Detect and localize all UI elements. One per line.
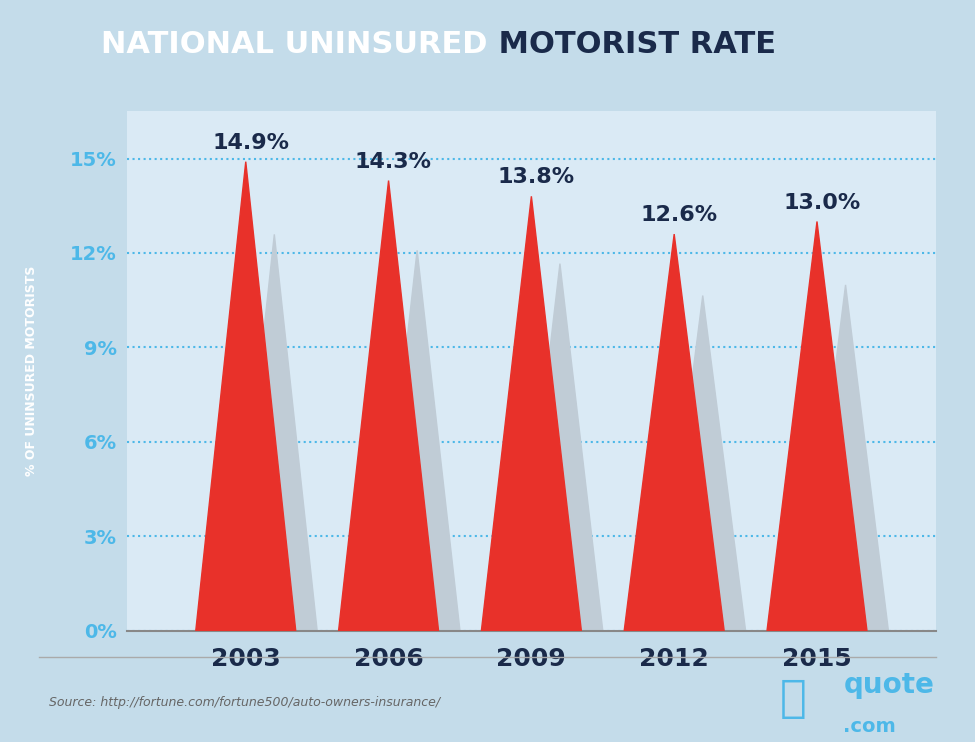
- Polygon shape: [482, 197, 581, 631]
- Polygon shape: [517, 263, 603, 631]
- Polygon shape: [802, 285, 888, 631]
- Polygon shape: [767, 221, 867, 631]
- Polygon shape: [196, 162, 295, 631]
- Text: quote: quote: [843, 671, 934, 699]
- Text: 12.6%: 12.6%: [641, 206, 718, 226]
- Text: MOTORIST RATE: MOTORIST RATE: [488, 30, 775, 59]
- Text: % OF UNINSURED MOTORISTS: % OF UNINSURED MOTORISTS: [25, 266, 38, 476]
- Text: Source: http://fortune.com/fortune500/auto-owners-insurance/: Source: http://fortune.com/fortune500/au…: [49, 696, 440, 709]
- Text: .com: .com: [843, 717, 896, 736]
- Polygon shape: [660, 295, 746, 631]
- Text: ⓖ: ⓖ: [780, 677, 806, 720]
- Text: 14.9%: 14.9%: [212, 133, 289, 153]
- Polygon shape: [231, 234, 317, 631]
- Text: 14.3%: 14.3%: [355, 152, 432, 171]
- Text: 13.0%: 13.0%: [783, 193, 860, 213]
- Polygon shape: [374, 250, 460, 631]
- Polygon shape: [624, 234, 724, 631]
- Polygon shape: [338, 180, 439, 631]
- Text: 13.8%: 13.8%: [497, 168, 574, 188]
- Text: NATIONAL UNINSURED: NATIONAL UNINSURED: [101, 30, 488, 59]
